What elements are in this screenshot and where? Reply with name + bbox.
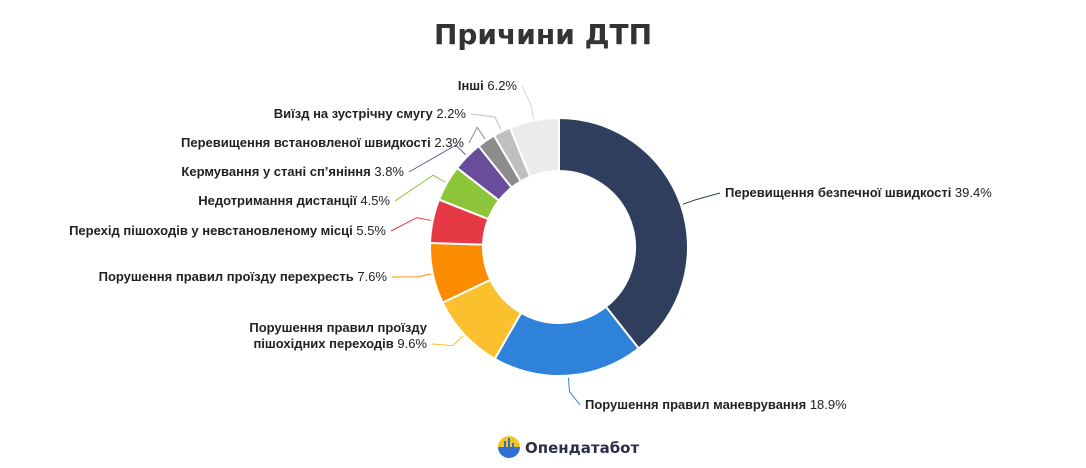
slice-value: 4.5% <box>357 193 391 208</box>
label-connector <box>521 85 535 119</box>
slice-value: 5.5% <box>353 223 387 238</box>
slice-label-name: Перевищення безпечної швидкості <box>725 185 951 200</box>
slice-label: Перевищення безпечної швидкості 39.4% <box>725 185 992 200</box>
label-connector <box>567 377 581 406</box>
slice-label-name: Порушення правил маневрування <box>585 397 806 412</box>
slice-label: Перехід пішоходів у невстановленому місц… <box>69 223 386 238</box>
label-connector <box>470 113 502 130</box>
slice-value: 7.6% <box>354 269 388 284</box>
slice-label: Недотримання дистанції 4.5% <box>198 193 390 208</box>
slice-label: Порушення правил проїзду пішохідних перех… <box>249 320 427 351</box>
slice-label-name: Кермування у стані сп’яніння <box>181 164 370 179</box>
label-connectors <box>390 85 721 406</box>
slice-label: Інші 6.2% <box>458 78 518 93</box>
slice-value: 3.8% <box>371 164 405 179</box>
slice-value: 39.4% <box>951 185 992 200</box>
label-connector <box>408 144 467 173</box>
brand-name: Опендатабот <box>525 439 639 457</box>
slice-label: Порушення правил маневрування 18.9% <box>585 397 847 412</box>
slice-label: Порушення правил проїзду перехресть 7.6% <box>99 269 388 284</box>
label-connector <box>468 126 486 144</box>
slice-value: 18.9% <box>806 397 847 412</box>
slice-label-name: Порушення правил проїзду перехресть <box>99 269 354 284</box>
donut-slice <box>508 116 560 178</box>
slice-label-name: Інші <box>458 78 484 93</box>
donut-slices <box>429 116 689 377</box>
slice-value: 2.3% <box>431 135 465 150</box>
donut-slice <box>558 116 689 350</box>
label-connector <box>394 174 446 202</box>
brand-logo: Опендатабот <box>498 436 639 458</box>
label-connector <box>431 335 464 347</box>
slice-label-name: Недотримання дистанції <box>198 193 357 208</box>
slice-label: Виїзд на зустрічну смугу 2.2% <box>274 106 467 121</box>
chart-title: Причини ДТП <box>434 18 652 51</box>
opendatabot-logo-icon <box>498 436 520 458</box>
label-connector <box>682 192 721 205</box>
slice-value: 9.6% <box>394 336 428 351</box>
slice-value: 2.2% <box>433 106 467 121</box>
slice-label-name: Перехід пішоходів у невстановленому місц… <box>69 223 353 238</box>
slice-label-name: Виїзд на зустрічну смугу <box>274 106 434 121</box>
slice-value: 6.2% <box>484 78 518 93</box>
slice-label: Кермування у стані сп’яніння 3.8% <box>181 164 404 179</box>
label-connector <box>391 273 431 278</box>
slice-label-name: Порушення правил проїзду <box>249 320 427 335</box>
label-connector <box>390 217 431 232</box>
slice-label-name: Перевищення встановленої швидкості <box>181 135 431 150</box>
slice-label: Перевищення встановленої швидкості 2.3% <box>181 135 464 150</box>
slice-labels: Перевищення безпечної швидкості 39.4% Пор… <box>69 78 992 412</box>
slice-label-name: пішохідних переходів <box>253 336 393 351</box>
